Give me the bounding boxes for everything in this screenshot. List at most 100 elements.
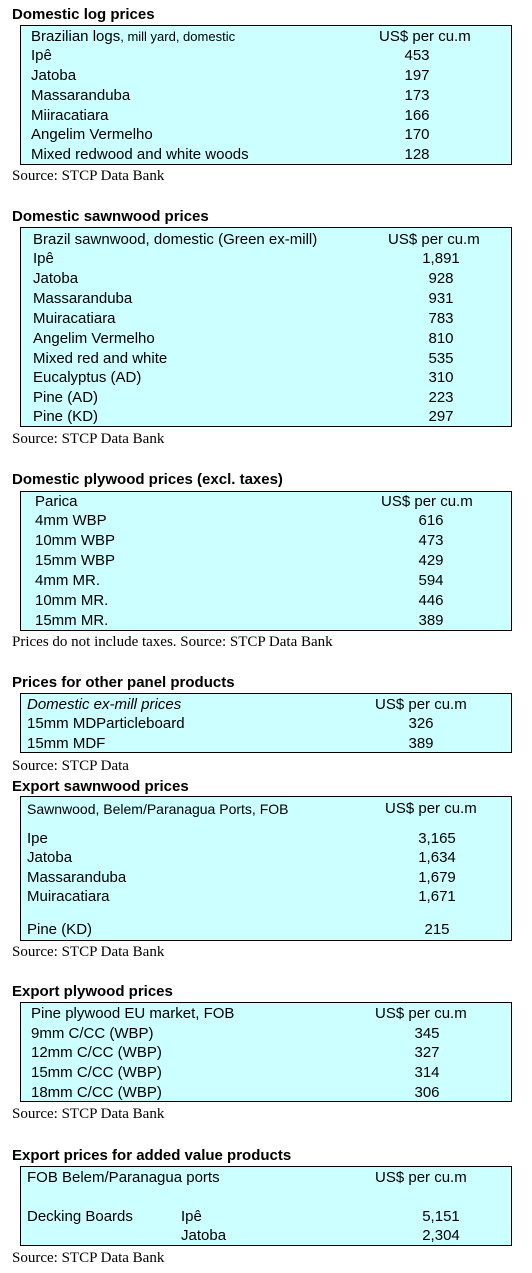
table-header: Parica US$ per cu.m bbox=[21, 492, 511, 512]
row-value: 1,634 bbox=[418, 849, 456, 866]
header-label: Sawnwood, Belem/Paranagua Ports, FOB bbox=[27, 801, 289, 817]
table-row: 15mm MR. 389 bbox=[21, 611, 511, 631]
row-name: Jatoba bbox=[31, 67, 77, 84]
table-row: 18mm C/CC (WBP) 306 bbox=[21, 1083, 511, 1103]
row-name: Mixed red and white bbox=[33, 350, 168, 367]
row-value: 783 bbox=[428, 310, 454, 327]
export-sawnwood-prices-table: Sawnwood, Belem/Paranagua Ports, FOB US$… bbox=[20, 796, 512, 941]
section-title-domestic-log-prices: Domestic log prices bbox=[12, 6, 155, 23]
domestic-log-prices-table: Brazilian logs, mill yard, domestic US$ … bbox=[20, 25, 512, 165]
table-row: 9mm C/CC (WBP) 345 bbox=[21, 1024, 511, 1044]
row-name: 15mm MDParticleboard bbox=[27, 715, 185, 732]
table-header: Brazil sawnwood, domestic (Green ex-mill… bbox=[21, 230, 511, 250]
table-row: Angelim Vermelho 170 bbox=[21, 125, 511, 145]
row-value: 310 bbox=[428, 369, 454, 386]
added-value-products-table: FOB Belem/Paranagua ports US$ per cu.m D… bbox=[20, 1166, 512, 1246]
row-value: 2,304 bbox=[422, 1227, 460, 1244]
header-label: Brazilian logs, mill yard, domestic bbox=[31, 28, 236, 45]
row-name: 15mm MDF bbox=[27, 735, 106, 752]
row-value: 297 bbox=[428, 408, 454, 425]
table-row: 10mm MR. 446 bbox=[21, 591, 511, 611]
row-value: 223 bbox=[428, 389, 454, 406]
row-value: 453 bbox=[404, 47, 430, 64]
table-row: Jatoba 197 bbox=[21, 66, 511, 86]
table-row: Pine (KD) 297 bbox=[21, 407, 511, 427]
section-title-export-plywood-prices: Export plywood prices bbox=[12, 983, 173, 1000]
row-name: 15mm MR. bbox=[35, 612, 109, 629]
table-row: Decking Boards Ipê 5,151 bbox=[21, 1207, 511, 1227]
row-name: 10mm WBP bbox=[35, 532, 116, 549]
header-label: Domestic ex-mill prices bbox=[27, 696, 182, 713]
row-name: Massaranduba bbox=[31, 87, 131, 104]
row-name: Jatoba bbox=[181, 1227, 227, 1244]
row-value: 345 bbox=[414, 1025, 440, 1042]
table-row: Pine (KD) 215 bbox=[21, 920, 511, 940]
section-title-added-value-products: Export prices for added value products bbox=[12, 1147, 292, 1164]
row-name: Ipê bbox=[33, 250, 54, 267]
row-name: Ipe bbox=[27, 830, 48, 847]
source-note: Source: STCP Data bbox=[12, 758, 129, 774]
row-name: 18mm C/CC (WBP) bbox=[31, 1084, 162, 1101]
header-label: FOB Belem/Paranagua ports bbox=[27, 1169, 220, 1186]
row-value: 327 bbox=[414, 1044, 440, 1061]
header-unit: US$ per cu.m bbox=[375, 696, 467, 713]
source-note: Prices do not include taxes. Source: STC… bbox=[12, 634, 333, 650]
row-value: 166 bbox=[404, 107, 430, 124]
row-name: Massaranduba bbox=[27, 869, 127, 886]
source-note: Source: STCP Data Bank bbox=[12, 168, 165, 184]
header-unit: US$ per cu.m bbox=[375, 1169, 467, 1186]
source-note: Source: STCP Data Bank bbox=[12, 944, 165, 960]
domestic-plywood-prices-table: Parica US$ per cu.m 4mm WBP 616 10mm WBP 4… bbox=[20, 491, 512, 631]
row-name: Pine (AD) bbox=[33, 389, 99, 406]
row-value: 429 bbox=[418, 552, 444, 569]
table-row: Pine (AD) 223 bbox=[21, 388, 511, 408]
row-name: Massaranduba bbox=[33, 290, 133, 307]
table-row: Miiracatiara 166 bbox=[21, 106, 511, 126]
row-value: 446 bbox=[418, 592, 444, 609]
row-value: 931 bbox=[428, 290, 454, 307]
row-name: Eucalyptus (AD) bbox=[33, 369, 142, 386]
source-note: Source: STCP Data Bank bbox=[12, 1106, 165, 1122]
table-header: FOB Belem/Paranagua ports US$ per cu.m bbox=[21, 1168, 511, 1188]
row-value: 5,151 bbox=[422, 1208, 460, 1225]
row-value: 1,671 bbox=[418, 888, 456, 905]
table-row: Mixed redwood and white woods 128 bbox=[21, 145, 511, 165]
row-value: 1,679 bbox=[418, 869, 456, 886]
section-title-domestic-sawnwood-prices: Domestic sawnwood prices bbox=[12, 208, 209, 225]
row-value: 170 bbox=[404, 126, 430, 143]
table-row: Jatoba 1,634 bbox=[21, 848, 511, 868]
table-row: 15mm MDF 389 bbox=[21, 734, 511, 754]
table-header: Domestic ex-mill prices US$ per cu.m bbox=[21, 695, 511, 715]
row-value: 810 bbox=[428, 330, 454, 347]
header-label: Parica bbox=[35, 493, 78, 510]
table-row: Massaranduba 931 bbox=[21, 289, 511, 309]
row-value: 616 bbox=[418, 512, 444, 529]
row-value: 306 bbox=[414, 1084, 440, 1101]
row-value: 128 bbox=[404, 146, 430, 163]
table-row: Muiracatiara 1,671 bbox=[21, 887, 511, 907]
header-unit: US$ per cu.m bbox=[381, 493, 473, 510]
row-value: 1,891 bbox=[422, 250, 460, 267]
row-value: 928 bbox=[428, 270, 454, 287]
table-row: Jatoba 928 bbox=[21, 269, 511, 289]
row-name: Muiracatiara bbox=[33, 310, 116, 327]
table-row: Jatoba 2,304 bbox=[21, 1226, 511, 1246]
table-row: Ipê 1,891 bbox=[21, 249, 511, 269]
row-name: Mixed redwood and white woods bbox=[31, 146, 249, 163]
row-name: Jatoba bbox=[33, 270, 79, 287]
table-row: 10mm WBP 473 bbox=[21, 531, 511, 551]
table-header: Pine plywood EU market, FOB US$ per cu.m bbox=[21, 1004, 511, 1024]
domestic-sawnwood-prices-table: Brazil sawnwood, domestic (Green ex-mill… bbox=[20, 227, 512, 427]
table-row: Eucalyptus (AD) 310 bbox=[21, 368, 511, 388]
header-unit: US$ per cu.m bbox=[379, 28, 471, 45]
section-title-other-panel-products: Prices for other panel products bbox=[12, 674, 235, 691]
table-row: Mixed red and white 535 bbox=[21, 349, 511, 369]
row-value: 473 bbox=[418, 532, 444, 549]
row-name: Ipê bbox=[181, 1208, 202, 1225]
header-unit: US$ per cu.m bbox=[375, 1005, 467, 1022]
table-header: Sawnwood, Belem/Paranagua Ports, FOB US$… bbox=[21, 799, 511, 819]
header-label: Pine plywood EU market, FOB bbox=[31, 1005, 235, 1022]
source-note: Source: STCP Data Bank bbox=[12, 1250, 165, 1266]
table-row: 12mm C/CC (WBP) 327 bbox=[21, 1043, 511, 1063]
table-header: Brazilian logs, mill yard, domestic US$ … bbox=[21, 27, 511, 47]
